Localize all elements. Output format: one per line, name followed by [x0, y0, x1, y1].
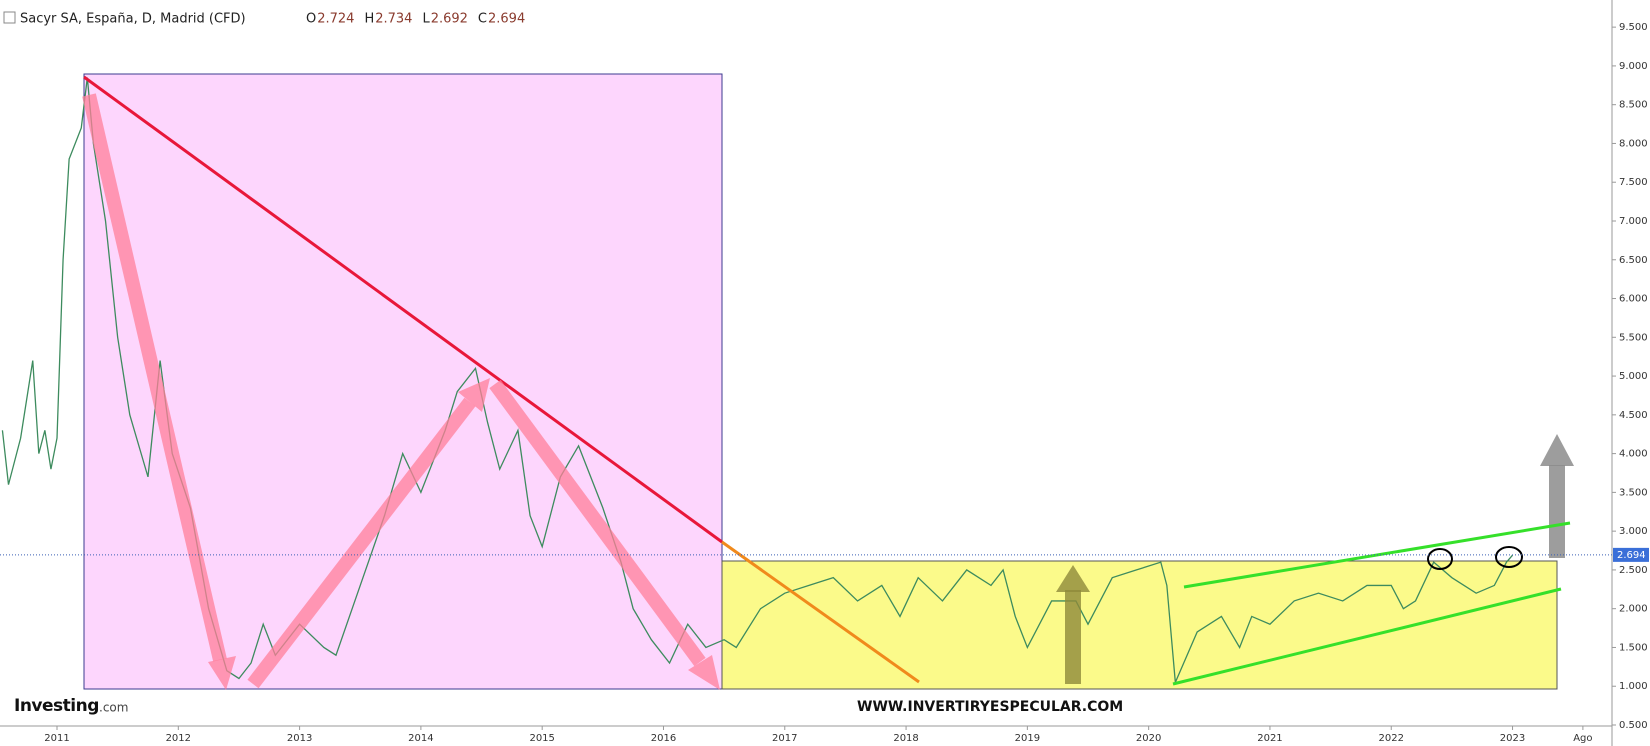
y-tick-label: 5.000 [1619, 371, 1648, 382]
ohlc-label: L [422, 12, 430, 27]
x-tick-label: 2017 [772, 733, 797, 744]
x-tick-label: 2022 [1379, 733, 1404, 744]
x-tick-label: 2021 [1257, 733, 1282, 744]
x-tick-label: 2016 [651, 733, 676, 744]
y-tick-label: 7.500 [1619, 177, 1648, 188]
x-tick-label: 2014 [408, 733, 433, 744]
collapse-icon[interactable] [3, 11, 16, 24]
y-tick-label: 3.500 [1619, 487, 1648, 498]
x-tick-label: 2015 [529, 733, 554, 744]
y-tick-label: 2.500 [1619, 565, 1648, 576]
arrow-head [1540, 434, 1574, 466]
y-tick-label: 6.500 [1619, 255, 1648, 266]
trend-line [83, 75, 723, 544]
y-tick-label: 4.000 [1619, 449, 1648, 460]
annotations [82, 75, 1574, 690]
y-tick-label: 7.000 [1619, 216, 1648, 227]
y-tick-label: 5.500 [1619, 332, 1648, 343]
x-tick-label: Ago [1573, 733, 1592, 744]
channel-line [1172, 587, 1562, 686]
logo-brand: Investing [14, 696, 99, 716]
arrow-head [208, 656, 236, 690]
last-price-badge [1613, 547, 1649, 562]
y-tick-label: 9.000 [1619, 61, 1648, 72]
x-tick-label: 2011 [44, 733, 69, 744]
arrow-head [458, 378, 490, 412]
y-tick-label: 2.000 [1619, 604, 1648, 615]
x-tick-label: 2013 [287, 733, 312, 744]
y-tick-label: 3.000 [1619, 526, 1648, 537]
ohlc-label: H [364, 12, 374, 27]
arrow [247, 397, 476, 689]
watermark: WWW.INVERTIRYESPECULAR.COM [857, 699, 1123, 715]
y-tick-label: 0.500 [1619, 720, 1648, 731]
x-tick-label: 2023 [1500, 733, 1525, 744]
pink-zone [83, 73, 723, 690]
y-tick-label: 1.500 [1619, 642, 1648, 653]
last-price-label: 2.694 [1617, 550, 1646, 561]
y-tick-label: 1.000 [1619, 681, 1648, 692]
arrow [1065, 590, 1081, 684]
ohlc-value: 2.724 [317, 12, 354, 27]
y-tick-label: 6.000 [1619, 294, 1648, 305]
price-line [1, 77, 1514, 683]
ohlc-label: C [478, 12, 487, 27]
arrow [489, 379, 706, 667]
arrow [82, 93, 227, 662]
trend-line [721, 540, 920, 684]
symbol-title: Sacyr SA, España, D, Madrid (CFD) [20, 12, 246, 27]
logo-suffix: .com [99, 701, 128, 715]
ohlc: O 2.724 H 2.734 L 2.692 C 2.694 [306, 12, 525, 27]
plot [1, 77, 1514, 683]
y-tick-label: 4.500 [1619, 410, 1648, 421]
arrow-head [1056, 565, 1090, 592]
ohlc-label: O [306, 12, 316, 27]
arrow [1549, 465, 1565, 558]
x-tick-label: 2012 [166, 733, 191, 744]
y-tick-label: 9.500 [1619, 22, 1648, 33]
yellow-zone [721, 560, 1558, 690]
ohlc-value: 2.734 [375, 12, 412, 27]
x-tick-label: 2020 [1136, 733, 1161, 744]
x-tick-label: 2018 [893, 733, 918, 744]
ohlc-value: 2.692 [431, 12, 468, 27]
ohlc-value: 2.694 [488, 12, 525, 27]
highlight-circle [1495, 546, 1523, 568]
arrow-head [688, 655, 720, 690]
y-tick-label: 8.500 [1619, 100, 1648, 111]
x-tick-label: 2019 [1015, 733, 1040, 744]
highlight-circle [1427, 548, 1453, 570]
y-tick-label: 8.000 [1619, 138, 1648, 149]
